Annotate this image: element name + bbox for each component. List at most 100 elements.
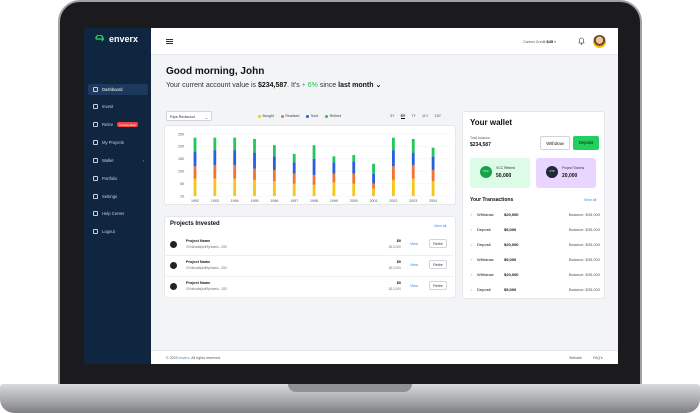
bar-realised-2000 — [352, 173, 356, 184]
bar-sold-1993 — [213, 150, 217, 165]
sidebar-item-logout[interactable]: Logout — [88, 226, 148, 237]
balance-value: $234,587 — [470, 142, 491, 148]
website-link[interactable]: Website — [569, 356, 582, 360]
bar-sold-2000 — [352, 161, 356, 174]
logo-mark-icon — [95, 35, 104, 42]
sidebar-item-my-projects[interactable]: My Projects — [88, 137, 148, 148]
x-tick-label: 2002 — [389, 199, 397, 203]
bar-realised-2001 — [372, 183, 375, 189]
footer: © 2023 enverx. All rights reserved. Webs… — [151, 350, 618, 364]
bar-bought-2000 — [352, 183, 356, 196]
x-tick-label: 1997 — [290, 199, 298, 203]
project-tokens-tile: CTP Project Tokens 20,000 — [536, 158, 596, 188]
range-tab-5y[interactable]: 5Y — [400, 114, 406, 119]
transaction-amount: $5,000 — [504, 227, 517, 232]
bar-retired-2000 — [352, 155, 356, 162]
account-prefix: Your current account value is — [166, 82, 258, 89]
transaction-row[interactable]: ↓ Deposit $5,000 Balance: $35,000 — [470, 223, 600, 238]
transactions-title: Your Transactions — [470, 197, 514, 203]
bar-sold-1998 — [312, 158, 316, 175]
project-retire-button[interactable]: Retire — [429, 239, 447, 248]
transaction-row[interactable]: ↓ Deposit $20,000 Balance: $35,000 — [470, 238, 600, 253]
bar-retired-1993 — [213, 137, 217, 151]
menu-icon[interactable] — [166, 39, 173, 44]
x-tick-label: 2003 — [409, 199, 417, 203]
sidebar-item-wallet[interactable]: Wallet › — [88, 155, 148, 166]
legend-label: Sold — [310, 114, 319, 118]
range-tab-3y[interactable]: 3Y — [390, 114, 395, 118]
legend-item: Sold — [306, 114, 318, 118]
copyright-suffix: . All rights reserved. — [189, 356, 221, 360]
transaction-row[interactable]: ↑ Withdraw $5,000 Balance: $35,000 — [470, 253, 600, 268]
circle-icon — [170, 262, 177, 269]
arrow-down-icon: ↓ — [470, 242, 472, 247]
sidebar-item-label: Dashboard — [102, 87, 123, 92]
projects-view-all[interactable]: View all — [434, 224, 447, 228]
legend-item: Retired — [325, 114, 341, 118]
withdraw-button[interactable]: Withdraw — [540, 136, 570, 150]
sidebar-item-dashboard[interactable]: Dashboard — [88, 84, 148, 95]
project-selector[interactable]: Rips Redwood ⌄ — [166, 111, 212, 121]
bar-sold-1997 — [292, 162, 296, 174]
project-token-icon: CTP — [546, 166, 558, 178]
x-tick-label: 2000 — [350, 199, 358, 203]
bar-retired-1996 — [272, 145, 276, 157]
x-tick-label: 2001 — [370, 199, 378, 203]
brand-logo[interactable]: enverx — [95, 34, 138, 44]
range-tabs: 3Y 5Y 7Y 11Y 15Y — [390, 114, 441, 119]
app-screen: enverx Dashboard Invest Retire Coming Soon M… — [84, 28, 618, 364]
transaction-row[interactable]: ↑ Withdraw $20,000 Balance: $35,000 — [470, 208, 600, 223]
bar-realised-2003 — [411, 165, 415, 179]
projects-card — [164, 216, 456, 298]
x-tick-label: 1992 — [191, 199, 199, 203]
copyright-brand[interactable]: enverx — [178, 356, 190, 360]
bar-bought-1993 — [213, 178, 217, 196]
transaction-amount: $20,000 — [504, 272, 519, 277]
range-tab-11y[interactable]: 11Y — [421, 114, 429, 118]
stacked-bar-chart: 10 50 100 150 200 250 1992 1993 1994 1995 1996 1997… — [178, 132, 450, 203]
legend-item: Bought — [258, 114, 274, 118]
range-tab-15y[interactable]: 15Y — [434, 114, 442, 118]
transaction-type: Withdraw — [477, 257, 494, 262]
sidebar-item-retire[interactable]: Retire Coming Soon — [88, 119, 148, 130]
chevron-down-icon: ⌄ — [204, 115, 208, 120]
transaction-row[interactable]: ↑ Withdraw $20,000 Balance: $35,000 — [470, 268, 600, 283]
legend-label: Retired — [329, 114, 342, 118]
balance-label: Total balance — [470, 136, 490, 140]
bar-realised-1995 — [253, 168, 256, 180]
faqs-link[interactable]: FAQ's — [593, 356, 603, 360]
period-dropdown[interactable]: last month ⌄ — [338, 82, 381, 89]
account-since: since — [317, 82, 339, 89]
sidebar-item-invest[interactable]: Invest — [88, 101, 148, 112]
project-view-link[interactable]: View — [410, 284, 419, 288]
bar-bought-1995 — [253, 179, 256, 196]
avatar[interactable] — [593, 35, 606, 48]
project-view-link[interactable]: View — [410, 263, 419, 267]
chart-legend: Bought Realised Sold Retired — [258, 114, 341, 118]
sidebar-item-help-center[interactable]: Help Center — [88, 208, 148, 219]
laptop-notch — [288, 384, 412, 392]
project-retire-button[interactable]: Retire — [429, 260, 447, 269]
arrow-down-icon: ↓ — [470, 227, 472, 232]
project-view-link[interactable]: View — [410, 242, 419, 246]
project-amount: $0 — [396, 260, 401, 264]
transactions-view-all[interactable]: View all — [584, 198, 597, 202]
project-retire-button[interactable]: Retire — [429, 281, 447, 290]
retire-icon — [93, 122, 98, 127]
change-percent: + 6% — [301, 82, 318, 89]
bar-bought-2003 — [411, 178, 415, 196]
bar-retired-2002 — [392, 137, 395, 151]
account-mid: . It's — [287, 82, 302, 89]
sidebar-item-portfolio[interactable]: Portfolio — [88, 173, 148, 184]
account-value: $234,587 — [257, 82, 288, 89]
carbon-credit[interactable]: Carbon Credit $45 ▾ — [523, 39, 556, 44]
bar-bought-1996 — [272, 181, 276, 196]
bell-icon[interactable] — [578, 37, 585, 47]
sidebar-item-settings[interactable]: Settings — [88, 191, 148, 202]
range-tab-7y[interactable]: 7Y — [411, 114, 416, 118]
transaction-row[interactable]: ↓ Deposit $5,000 Balance: $35,000 — [470, 283, 600, 298]
bar-retired-2001 — [372, 163, 375, 174]
arrow-up-icon: ↑ — [470, 272, 472, 277]
bar-bought-1999 — [332, 182, 336, 196]
deposit-button[interactable]: Deposit — [573, 136, 599, 150]
